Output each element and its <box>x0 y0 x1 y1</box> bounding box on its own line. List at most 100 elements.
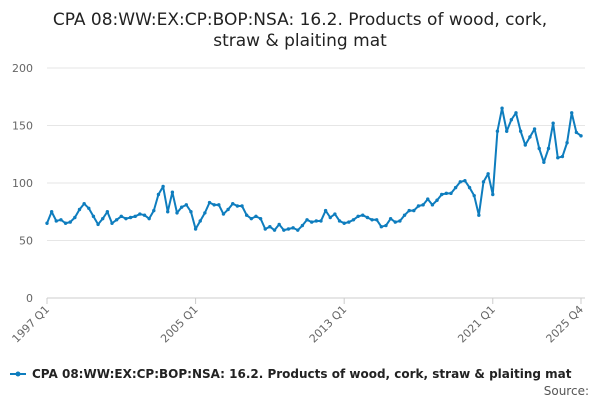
data-point <box>453 185 458 190</box>
data-point <box>203 211 207 215</box>
data-point <box>421 203 425 207</box>
data-point <box>254 214 258 219</box>
data-point <box>412 208 416 213</box>
data-point <box>217 203 221 207</box>
data-point <box>147 216 151 221</box>
data-point <box>277 222 281 227</box>
data-point <box>528 135 532 139</box>
y-tick-label: 100 <box>12 177 33 190</box>
data-point <box>435 198 439 202</box>
data-point <box>379 225 384 229</box>
legend-label: CPA 08:WW:EX:CP:BOP:NSA: 16.2. Products … <box>32 367 572 381</box>
data-point <box>384 223 388 228</box>
data-point <box>542 160 546 164</box>
data-point <box>402 213 407 217</box>
data-point <box>87 206 91 210</box>
data-point <box>235 204 240 208</box>
data-point <box>342 221 346 225</box>
data-point <box>170 190 175 194</box>
data-point <box>560 154 565 159</box>
y-tick-label: 50 <box>19 235 33 248</box>
data-point <box>68 220 72 224</box>
legend: CPA 08:WW:EX:CP:BOP:NSA: 16.2. Products … <box>10 367 572 381</box>
data-point <box>138 212 142 216</box>
data-point <box>73 215 77 220</box>
data-point <box>426 197 430 201</box>
data-point <box>556 156 560 160</box>
series-line <box>46 107 582 232</box>
data-point <box>244 213 249 217</box>
data-point <box>193 227 198 231</box>
data-point <box>393 220 397 224</box>
data-point <box>263 227 267 231</box>
x-tick-label: 2005 Q1 <box>158 303 201 346</box>
data-point <box>458 180 462 184</box>
data-point <box>579 134 583 138</box>
data-point <box>45 221 49 225</box>
data-point <box>175 211 179 215</box>
data-point <box>179 205 184 209</box>
x-tick-label: 2013 Q1 <box>307 303 350 346</box>
data-point <box>477 213 481 217</box>
data-point <box>110 221 114 225</box>
data-point <box>212 203 216 207</box>
source-label: Source: <box>544 384 589 398</box>
data-point <box>319 219 323 223</box>
data-point <box>189 210 193 214</box>
data-point <box>323 208 328 213</box>
data-point <box>565 141 569 145</box>
data-point <box>505 129 509 133</box>
data-point <box>347 220 351 224</box>
data-point <box>207 200 212 205</box>
x-tick-label: 2025 Q4 <box>544 303 587 346</box>
point-layer <box>45 106 583 232</box>
data-point <box>296 228 300 232</box>
data-point <box>114 218 119 222</box>
x-axis <box>46 298 582 304</box>
data-point <box>430 203 435 207</box>
data-point <box>523 143 527 147</box>
x-tick-label: 1997 Q1 <box>10 303 53 346</box>
data-point <box>361 213 365 217</box>
data-point <box>398 219 402 223</box>
chart-title-line-2: straw & plaiting mat <box>213 31 387 51</box>
data-point <box>514 111 518 115</box>
data-point <box>574 130 579 135</box>
data-point <box>49 210 54 214</box>
legend-swatch-marker <box>15 371 21 377</box>
data-point <box>133 214 137 219</box>
data-point <box>184 203 189 207</box>
data-point <box>370 218 374 222</box>
data-point <box>249 216 254 221</box>
data-point <box>142 213 147 217</box>
chart-title-line-1: CPA 08:WW:EX:CP:BOP:NSA: 16.2. Products … <box>53 10 547 30</box>
data-point <box>282 228 286 232</box>
data-point <box>537 146 541 151</box>
data-point <box>54 219 58 223</box>
y-tick-label: 0 <box>26 292 33 305</box>
data-point <box>328 215 332 220</box>
data-point <box>268 225 272 229</box>
data-point <box>416 204 421 208</box>
data-point <box>258 216 263 221</box>
data-point <box>472 193 476 198</box>
data-point <box>291 226 295 230</box>
data-point <box>337 219 342 223</box>
data-point <box>198 219 202 223</box>
data-point <box>63 221 68 225</box>
data-point <box>156 192 161 197</box>
data-point <box>532 127 537 131</box>
data-point <box>124 216 128 221</box>
x-tick-label: 2021 Q1 <box>455 303 498 346</box>
data-point <box>463 179 467 183</box>
x-tick-labels: 1997 Q1 2005 Q1 2013 Q1 2021 Q1 2025 Q4 <box>10 303 587 346</box>
data-point <box>128 215 133 220</box>
data-point <box>481 180 486 184</box>
data-point <box>388 216 393 221</box>
data-point <box>444 191 449 196</box>
data-point <box>509 118 514 122</box>
y-tick-label: 150 <box>12 120 33 133</box>
data-point <box>286 227 291 231</box>
data-point <box>407 208 411 213</box>
